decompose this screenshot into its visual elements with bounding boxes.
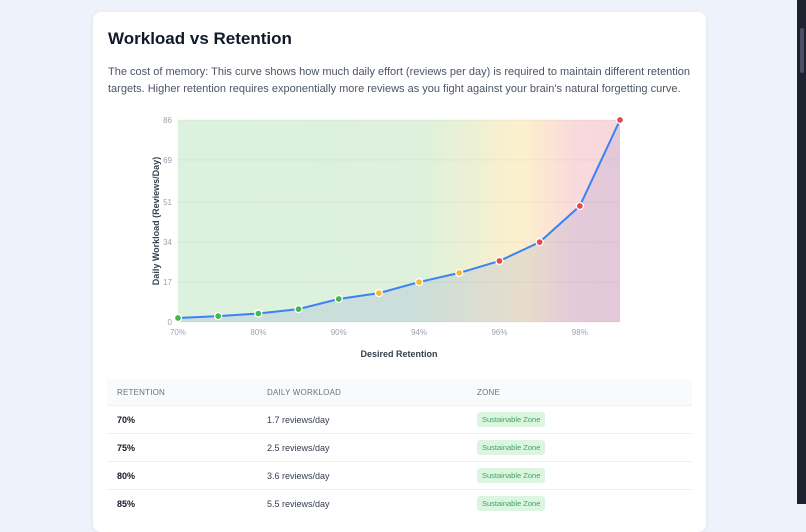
header-retention: RETENTION: [107, 379, 257, 406]
x-tick-label: 98%: [572, 328, 588, 337]
header-zone: ZONE: [467, 379, 692, 406]
table-row: 85% 5.5 reviews/day Sustainable Zone: [107, 489, 692, 517]
x-tick-label: 94%: [411, 328, 427, 337]
x-tick-label: 70%: [170, 328, 186, 337]
table-row: 75% 2.5 reviews/day Sustainable Zone: [107, 433, 692, 462]
data-point[interactable]: [214, 311, 223, 321]
workload-card: Workload vs Retention The cost of memory…: [93, 12, 706, 532]
x-tick-label: 80%: [250, 328, 266, 337]
scrollbar[interactable]: [797, 0, 806, 504]
x-tick-label: 96%: [491, 328, 507, 337]
data-point[interactable]: [254, 309, 263, 318]
x-tick-label: 90%: [331, 328, 347, 337]
zone-cell: Sustainable Zone: [467, 405, 692, 434]
page-title: Workload vs Retention: [108, 29, 292, 48]
data-point[interactable]: [575, 201, 584, 211]
workload-cell: 3.6 reviews/day: [257, 461, 467, 490]
y-tick-label: 86: [163, 116, 172, 125]
data-point[interactable]: [495, 256, 504, 266]
zone-badge: Sustainable Zone: [477, 468, 546, 483]
data-point[interactable]: [414, 277, 424, 287]
workload-cell: 2.5 reviews/day: [257, 433, 467, 462]
data-point[interactable]: [615, 115, 625, 125]
workload-chart: 0 17 34 51 69 86 70% 80% 90% 94% 96% 98% Desired R…: [151, 115, 625, 359]
workload-cell: 1.7 reviews/day: [257, 405, 467, 434]
data-point[interactable]: [455, 268, 464, 278]
zone-badge: Sustainable Zone: [477, 412, 546, 427]
data-point[interactable]: [374, 288, 384, 298]
area-fill: [178, 120, 620, 322]
series-line: [177, 119, 621, 320]
retention-cell: 85%: [107, 489, 257, 517]
zone-cell: Sustainable Zone: [467, 461, 692, 490]
y-tick-label: 17: [163, 278, 172, 287]
description: The cost of memory: This curve shows how…: [108, 66, 691, 95]
data-point[interactable]: [173, 313, 183, 323]
zone-badge: Sustainable Zone: [477, 440, 546, 455]
retention-cell: 75%: [107, 433, 257, 462]
header-workload: DAILY WORKLOAD: [257, 379, 467, 406]
workload-table: RETENTION DAILY WORKLOAD ZONE 70% 1.7 re…: [107, 379, 692, 517]
scrollbar-thumb[interactable]: [800, 28, 804, 73]
retention-cell: 80%: [107, 461, 257, 490]
zone-cell: Sustainable Zone: [467, 433, 692, 462]
y-axis-title: Daily Workload (Reviews/Day): [151, 157, 161, 285]
y-tick-label: 69: [163, 156, 172, 165]
y-tick-label: 34: [163, 238, 172, 247]
x-axis-title: Desired Retention: [360, 349, 437, 359]
data-point[interactable]: [334, 294, 343, 304]
workload-cell: 5.5 reviews/day: [257, 489, 467, 517]
zone-cell: Sustainable Zone: [467, 489, 692, 517]
table-row: 70% 1.7 reviews/day Sustainable Zone: [107, 405, 692, 434]
y-tick-label: 51: [163, 198, 172, 207]
retention-cell: 70%: [107, 405, 257, 434]
y-tick-label: 0: [168, 318, 173, 327]
data-point[interactable]: [294, 304, 303, 314]
table-row: 80% 3.6 reviews/day Sustainable Zone: [107, 461, 692, 490]
data-point[interactable]: [535, 237, 544, 247]
